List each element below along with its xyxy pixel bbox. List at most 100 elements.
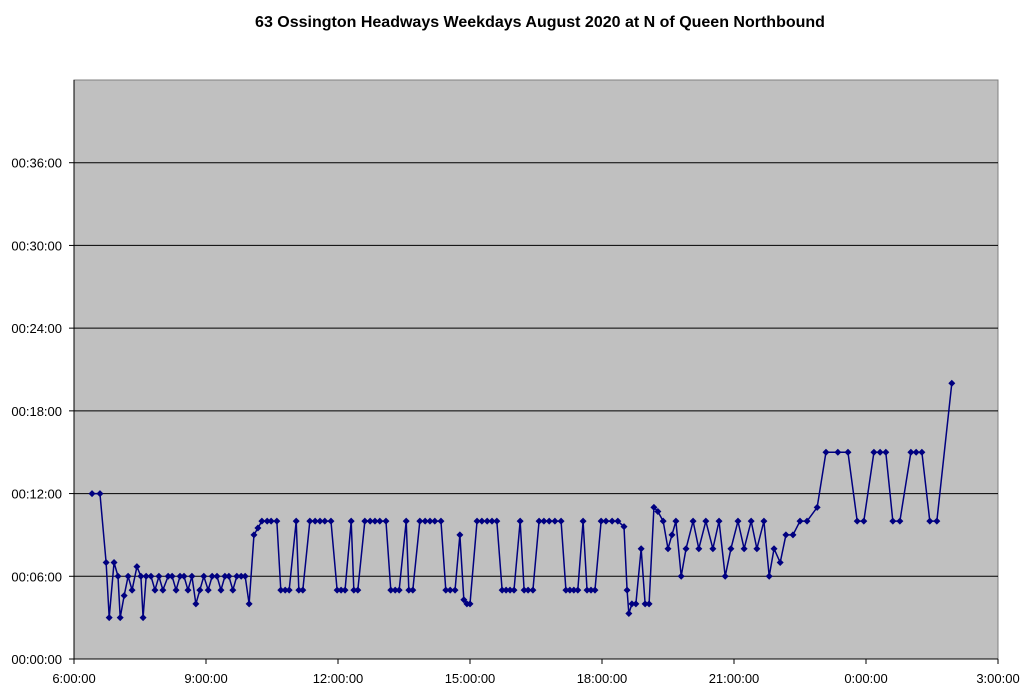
data-point: [682, 545, 690, 553]
data-point: [650, 503, 658, 511]
data-point: [350, 586, 358, 594]
data-point: [637, 545, 645, 553]
data-point: [204, 586, 212, 594]
data-point: [151, 586, 159, 594]
data-point: [860, 517, 868, 525]
data-point: [776, 559, 784, 566]
data-point: [217, 586, 225, 594]
data-point: [442, 586, 450, 594]
data-point: [695, 545, 703, 553]
y-tick-label: 00:30:00: [11, 238, 62, 253]
data-point: [551, 517, 559, 525]
data-point: [333, 586, 341, 594]
data-point: [907, 448, 915, 456]
data-point: [803, 517, 811, 525]
data-point: [292, 517, 300, 525]
data-point: [273, 517, 281, 525]
data-point: [416, 517, 424, 525]
data-point: [632, 600, 640, 608]
data-point: [102, 559, 110, 566]
data-point: [689, 517, 697, 525]
data-point: [321, 517, 329, 525]
x-tick-label: 0:00:00: [844, 671, 887, 686]
data-point: [668, 531, 676, 539]
y-tick-label: 00:00:00: [11, 652, 62, 667]
data-point: [387, 586, 395, 594]
data-point: [241, 572, 249, 580]
data-point: [196, 586, 204, 594]
data-point: [506, 586, 514, 594]
data-point: [437, 517, 445, 525]
data-point: [221, 572, 229, 580]
data-point: [327, 517, 335, 525]
x-tick-label: 6:00:00: [52, 671, 95, 686]
data-point: [557, 517, 565, 525]
data-point: [625, 610, 633, 618]
data-point: [466, 600, 474, 608]
data-point: [765, 572, 773, 580]
data-point: [493, 517, 501, 525]
data-point: [770, 545, 778, 553]
data-point: [583, 586, 591, 594]
data-point: [529, 586, 537, 594]
data-point: [391, 586, 399, 594]
data-point: [753, 545, 761, 553]
data-point: [520, 586, 528, 594]
data-point: [727, 545, 735, 553]
data-point: [133, 563, 141, 571]
data-point: [562, 586, 570, 594]
data-point: [376, 517, 384, 525]
data-point: [721, 572, 729, 580]
data-point: [574, 586, 582, 594]
data-point: [460, 596, 468, 604]
data-point: [853, 517, 861, 525]
data-point: [896, 517, 904, 525]
x-tick-label: 12:00:00: [313, 671, 364, 686]
data-point: [311, 517, 319, 525]
data-point: [180, 572, 188, 580]
data-point: [524, 586, 532, 594]
data-point: [402, 517, 410, 525]
data-point: [789, 531, 797, 539]
data-point: [641, 600, 649, 608]
data-point: [110, 559, 118, 566]
data-point: [478, 517, 486, 525]
data-point: [659, 517, 667, 525]
data-point: [889, 517, 897, 525]
x-tick-label: 9:00:00: [184, 671, 227, 686]
data-point: [114, 572, 122, 580]
data-point: [488, 517, 496, 525]
data-point: [431, 517, 439, 525]
data-point: [796, 517, 804, 525]
data-point: [267, 517, 275, 525]
x-tick-label: 15:00:00: [445, 671, 496, 686]
data-point: [188, 572, 196, 580]
data-point: [124, 572, 132, 580]
data-point: [540, 517, 548, 525]
data-point: [382, 517, 390, 525]
data-point: [147, 572, 155, 580]
data-point: [628, 600, 636, 608]
data-point: [116, 614, 124, 622]
data-point: [164, 572, 172, 580]
y-tick-label: 00:12:00: [11, 487, 62, 502]
data-point: [299, 586, 307, 594]
data-point: [579, 517, 587, 525]
data-point: [566, 586, 574, 594]
data-point: [545, 517, 553, 525]
data-point: [139, 614, 147, 622]
data-point: [337, 586, 345, 594]
data-point: [597, 517, 605, 525]
data-point: [421, 517, 429, 525]
data-point: [366, 517, 374, 525]
data-point: [168, 572, 176, 580]
data-point: [176, 572, 184, 580]
data-point: [245, 600, 253, 608]
data-point: [371, 517, 379, 525]
data-point: [281, 586, 289, 594]
data-point: [295, 586, 303, 594]
data-point: [263, 517, 271, 525]
data-point: [747, 517, 755, 525]
data-point: [535, 517, 543, 525]
data-point: [451, 586, 459, 594]
